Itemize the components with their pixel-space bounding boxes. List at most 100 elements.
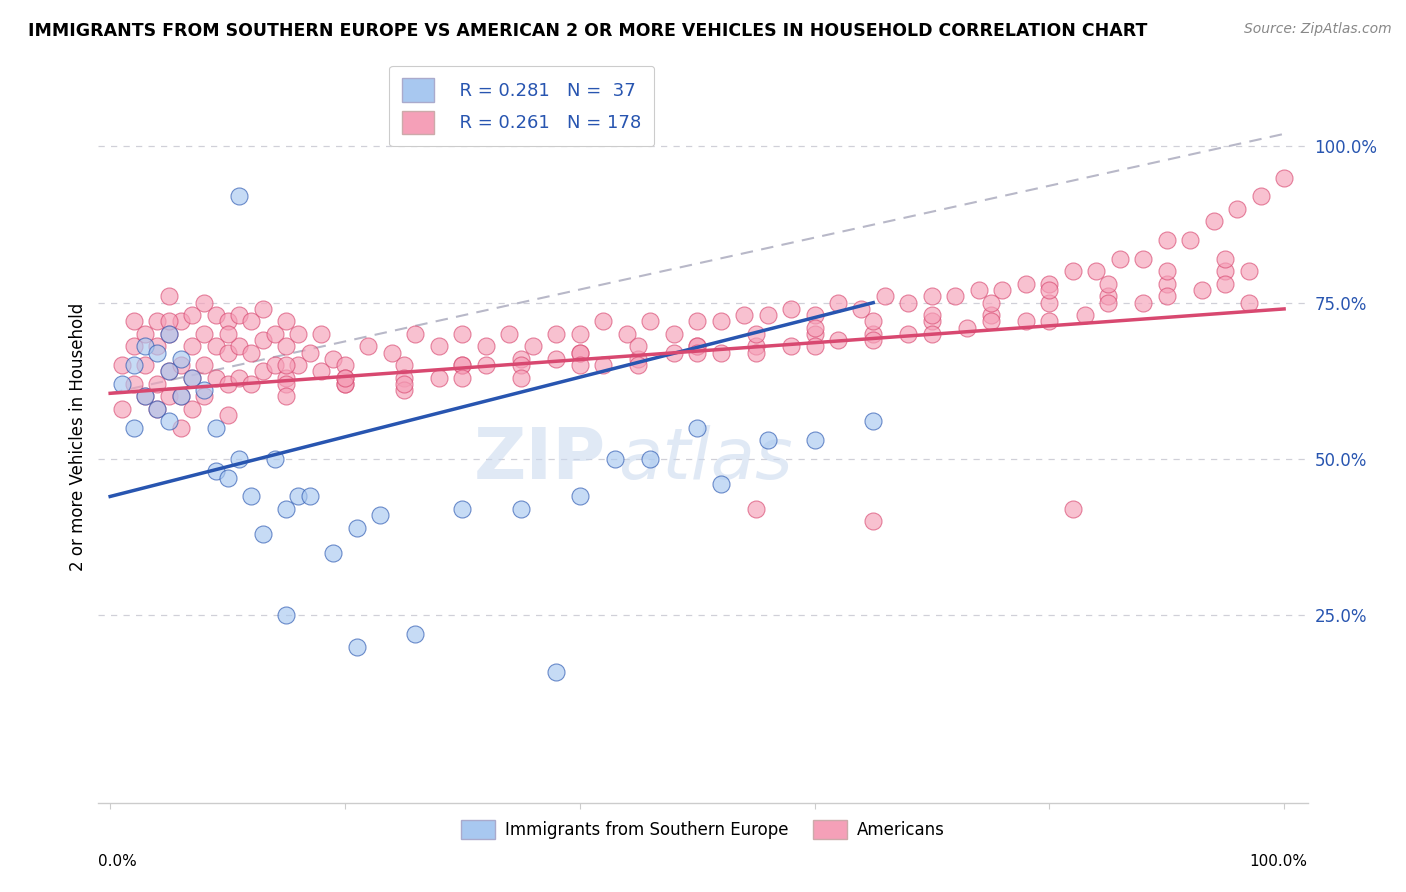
Point xyxy=(662,345,685,359)
Point xyxy=(921,314,943,328)
Point xyxy=(1085,264,1108,278)
Point xyxy=(1108,252,1130,266)
Point xyxy=(134,339,156,353)
Point xyxy=(333,376,356,391)
Point xyxy=(638,452,661,467)
Point xyxy=(803,434,825,448)
Point xyxy=(756,308,779,322)
Point xyxy=(592,358,614,372)
Point xyxy=(346,640,368,654)
Point xyxy=(921,308,943,322)
Point xyxy=(287,358,309,372)
Point xyxy=(803,326,825,341)
Point xyxy=(498,326,520,341)
Point xyxy=(381,345,404,359)
Point xyxy=(522,339,544,353)
Point xyxy=(1073,308,1095,322)
Point xyxy=(146,314,169,328)
Point xyxy=(1156,289,1178,303)
Point xyxy=(662,326,685,341)
Point xyxy=(122,358,145,372)
Point xyxy=(451,326,474,341)
Point xyxy=(181,339,204,353)
Point xyxy=(1132,295,1154,310)
Point xyxy=(134,358,156,372)
Point xyxy=(1215,277,1237,291)
Point xyxy=(157,414,180,428)
Point xyxy=(1202,214,1225,228)
Point xyxy=(333,376,356,391)
Point xyxy=(627,351,650,366)
Point xyxy=(475,358,498,372)
Point xyxy=(638,314,661,328)
Point xyxy=(1237,295,1260,310)
Point xyxy=(134,326,156,341)
Point xyxy=(756,434,779,448)
Point xyxy=(217,314,239,328)
Point xyxy=(568,358,591,372)
Point xyxy=(146,339,169,353)
Point xyxy=(276,370,298,384)
Point xyxy=(873,289,896,303)
Point xyxy=(193,383,215,397)
Point xyxy=(1156,277,1178,291)
Point xyxy=(122,420,145,434)
Point xyxy=(193,358,215,372)
Point xyxy=(451,358,474,372)
Point xyxy=(510,502,533,516)
Point xyxy=(862,326,884,341)
Point xyxy=(346,521,368,535)
Point xyxy=(427,339,450,353)
Point xyxy=(862,333,884,347)
Point xyxy=(745,345,768,359)
Point xyxy=(956,320,979,334)
Point xyxy=(169,358,191,372)
Point xyxy=(1038,283,1060,297)
Point xyxy=(134,389,156,403)
Point xyxy=(568,345,591,359)
Point xyxy=(1015,314,1038,328)
Point xyxy=(181,308,204,322)
Point xyxy=(287,490,309,504)
Point xyxy=(322,351,344,366)
Point xyxy=(169,351,191,366)
Point xyxy=(228,339,250,353)
Point xyxy=(217,345,239,359)
Point xyxy=(146,376,169,391)
Point xyxy=(803,320,825,334)
Text: 100.0%: 100.0% xyxy=(1250,854,1308,869)
Point xyxy=(111,358,134,372)
Point xyxy=(122,314,145,328)
Point xyxy=(276,608,298,623)
Point xyxy=(803,308,825,322)
Point xyxy=(780,301,803,316)
Point xyxy=(568,490,591,504)
Text: ZIP: ZIP xyxy=(474,425,606,493)
Point xyxy=(1180,233,1202,247)
Point xyxy=(1215,252,1237,266)
Point xyxy=(1226,202,1249,216)
Point xyxy=(710,477,733,491)
Point xyxy=(181,370,204,384)
Point xyxy=(710,314,733,328)
Point xyxy=(276,389,298,403)
Point xyxy=(228,452,250,467)
Point xyxy=(475,339,498,353)
Point xyxy=(333,370,356,384)
Point xyxy=(276,314,298,328)
Point xyxy=(287,326,309,341)
Point xyxy=(368,508,391,523)
Point xyxy=(311,326,333,341)
Point xyxy=(298,345,321,359)
Point xyxy=(122,339,145,353)
Point xyxy=(392,358,415,372)
Point xyxy=(1237,264,1260,278)
Point xyxy=(967,283,990,297)
Point xyxy=(263,326,285,341)
Point xyxy=(392,376,415,391)
Text: 0.0%: 0.0% xyxy=(98,854,138,869)
Point xyxy=(1038,295,1060,310)
Point xyxy=(980,314,1002,328)
Point xyxy=(862,414,884,428)
Point xyxy=(193,326,215,341)
